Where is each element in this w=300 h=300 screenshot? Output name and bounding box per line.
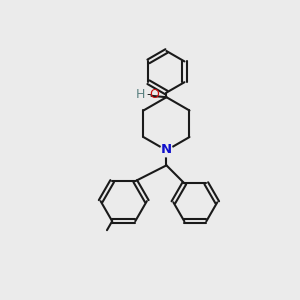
- Text: O: O: [150, 88, 160, 101]
- Text: N: N: [161, 143, 172, 156]
- Text: -: -: [146, 88, 150, 101]
- Text: H: H: [136, 88, 145, 101]
